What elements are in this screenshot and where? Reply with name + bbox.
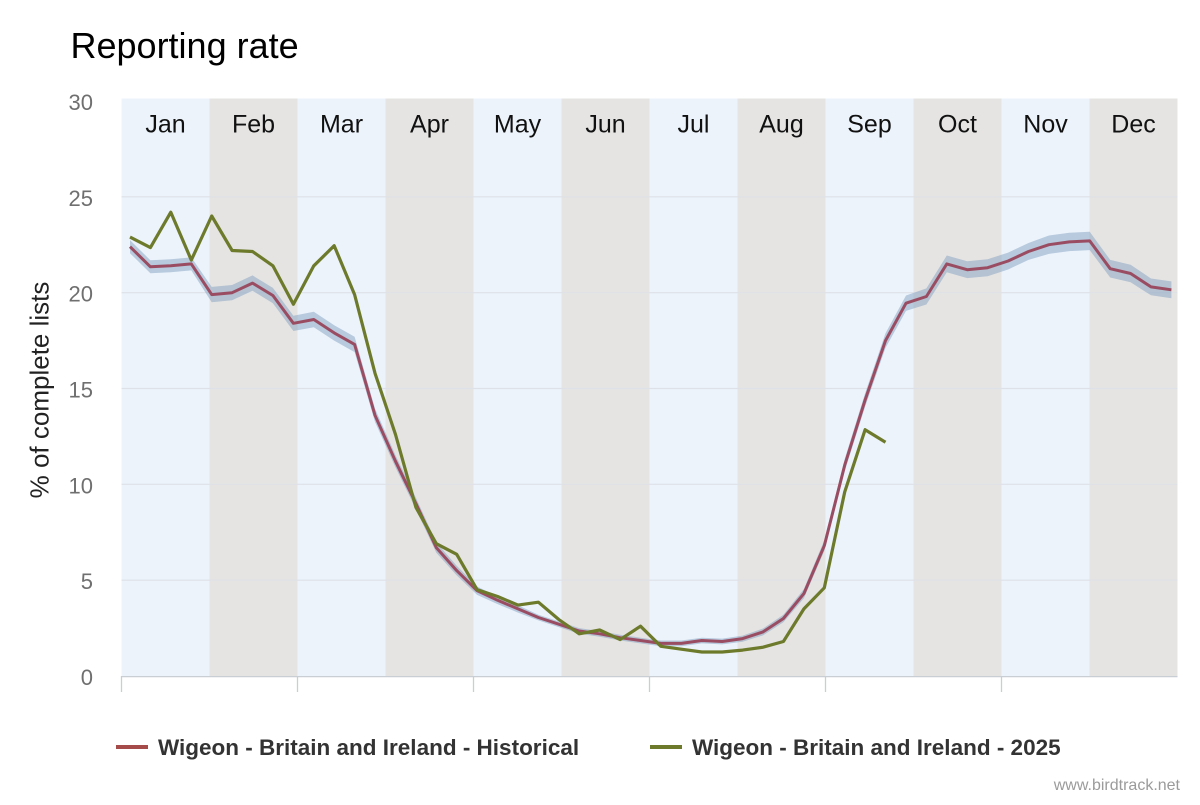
svg-text:Jan: Jan [145, 111, 185, 139]
svg-text:Wigeon - Britain and Ireland -: Wigeon - Britain and Ireland - Historica… [158, 735, 579, 760]
svg-text:Jul: Jul [678, 111, 710, 139]
svg-text:Nov: Nov [1023, 111, 1068, 139]
svg-text:Feb: Feb [232, 111, 275, 139]
svg-text:0: 0 [81, 665, 93, 690]
svg-text:% of complete lists: % of complete lists [25, 282, 55, 499]
svg-text:15: 15 [69, 378, 93, 403]
svg-text:20: 20 [69, 282, 93, 307]
svg-text:Jun: Jun [585, 111, 625, 139]
svg-text:Sep: Sep [847, 111, 891, 139]
svg-text:Reporting rate: Reporting rate [71, 25, 299, 66]
svg-text:Dec: Dec [1111, 111, 1155, 139]
svg-text:May: May [494, 111, 542, 139]
svg-text:www.birdtrack.net: www.birdtrack.net [1053, 777, 1181, 794]
svg-text:5: 5 [81, 569, 93, 594]
svg-text:30: 30 [69, 90, 93, 115]
svg-text:Wigeon - Britain and Ireland -: Wigeon - Britain and Ireland - 2025 [692, 735, 1061, 760]
svg-text:25: 25 [69, 186, 93, 211]
svg-text:Aug: Aug [759, 111, 803, 139]
svg-text:10: 10 [69, 473, 93, 498]
svg-text:Oct: Oct [938, 111, 977, 139]
svg-text:Apr: Apr [410, 111, 449, 139]
svg-text:Mar: Mar [320, 111, 363, 139]
